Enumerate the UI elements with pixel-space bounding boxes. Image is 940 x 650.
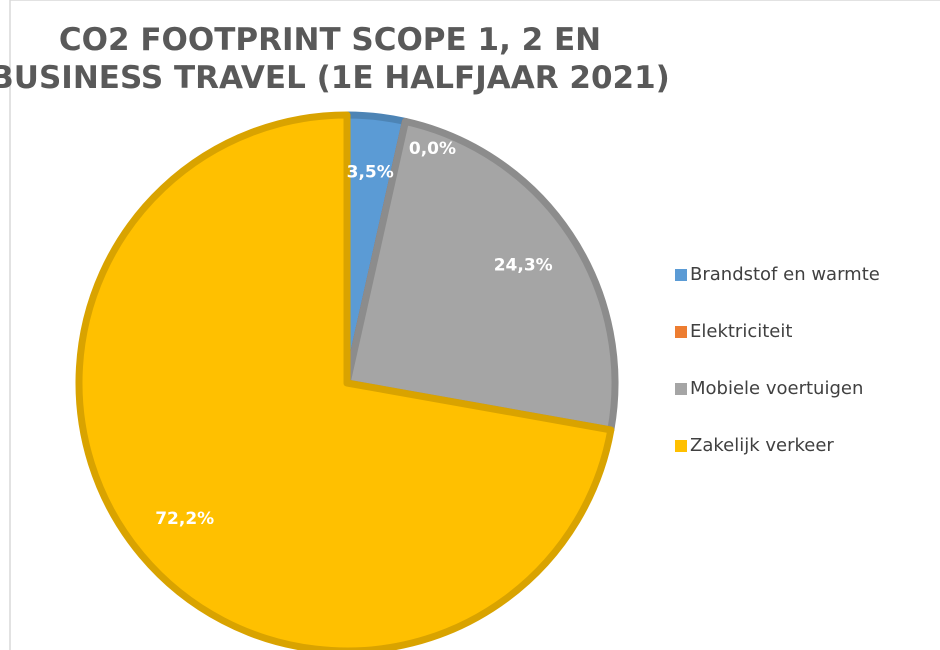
legend-swatch xyxy=(675,326,687,338)
legend-swatch xyxy=(675,440,687,452)
data-label: 3,5% xyxy=(347,163,394,183)
data-label: 24,3% xyxy=(494,256,553,276)
legend-swatch xyxy=(675,383,687,395)
data-label: 0,0% xyxy=(409,139,456,159)
chart-title: CO2 FOOTPRINT SCOPE 1, 2 EN xyxy=(59,22,601,58)
data-label: 72,2% xyxy=(155,509,214,529)
chart-title: BUSINESS TRAVEL (1E HALFJAAR 2021) xyxy=(0,60,670,96)
pie-slice xyxy=(75,111,615,650)
legend-label: Elektriciteit xyxy=(690,321,792,342)
legend-label: Zakelijk verkeer xyxy=(690,435,834,456)
legend-label: Brandstof en warmte xyxy=(690,264,880,285)
legend-swatch xyxy=(675,269,687,281)
legend-label: Mobiele voertuigen xyxy=(690,378,863,399)
pie-slice xyxy=(343,117,619,434)
